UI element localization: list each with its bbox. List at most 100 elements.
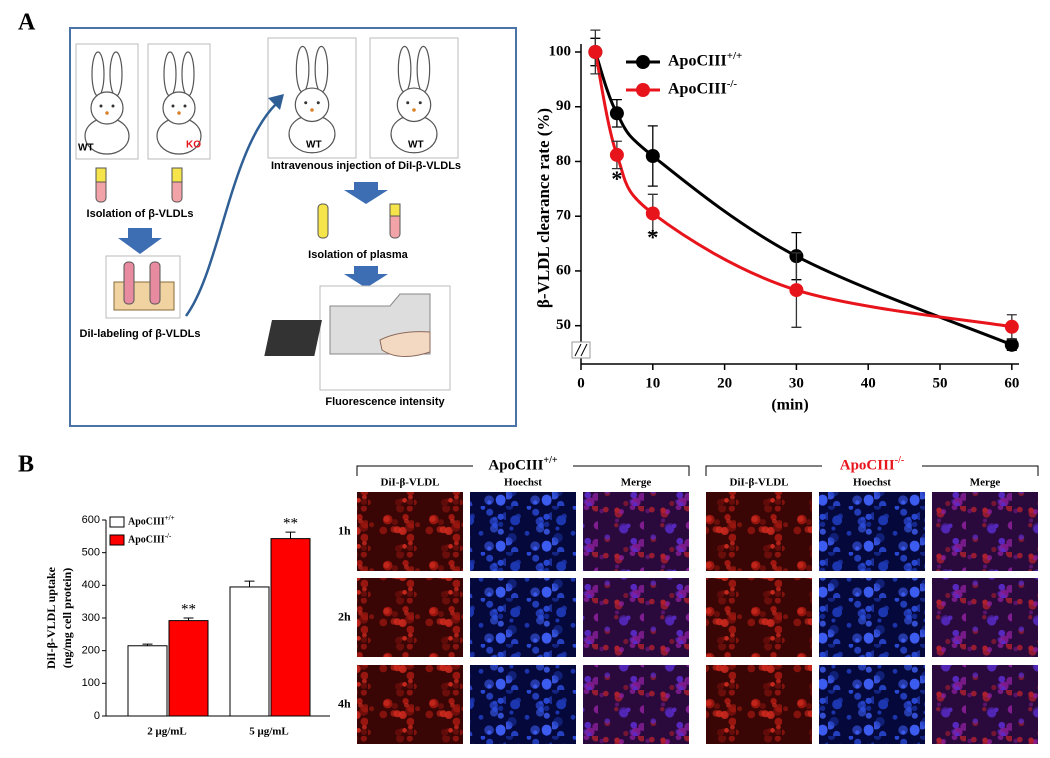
plate-reader-image (264, 285, 451, 391)
annotation: * (647, 225, 658, 250)
y-tick-label: 500 (82, 547, 100, 559)
micrograph (819, 665, 925, 744)
annotation: ** (283, 516, 298, 532)
legend-label: ApoCIII-/- (668, 78, 737, 98)
tubes (95, 167, 401, 239)
panel-label: A (18, 10, 36, 36)
row-label: 4h (338, 696, 351, 710)
data-point (645, 149, 660, 163)
rabbit-label: WT (306, 140, 322, 151)
micrograph (357, 492, 463, 571)
rabbit-label: WT (408, 140, 424, 151)
x-tick-label: 10 (645, 375, 660, 391)
y-tick-label: 90 (556, 98, 571, 114)
rabbit-ear (109, 51, 123, 97)
rabbit-nose (310, 108, 314, 112)
rabbit-ear (295, 45, 310, 93)
micrograph (357, 578, 463, 657)
rabbit-head (294, 87, 330, 123)
data-point (588, 45, 603, 59)
micrograph (706, 492, 812, 571)
rabbit-nose (177, 111, 181, 115)
flow-arrow (184, 103, 277, 317)
rabbit-eye (183, 104, 187, 108)
column-label: DiI-β-VLDL (730, 477, 789, 489)
column-label: Hoechst (853, 477, 891, 489)
x-tick-label: 5 μg/mL (249, 726, 289, 738)
y-tick-label: 70 (556, 208, 571, 224)
rabbit-nose (412, 108, 416, 112)
bar (127, 645, 168, 717)
step-label: Isolation of plasma (308, 249, 409, 261)
data-point (645, 206, 660, 221)
rabbit-nose (105, 111, 109, 115)
axis-break-mark (574, 343, 588, 357)
annotation: ** (181, 601, 196, 617)
x-tick-label: 2 μg/mL (147, 726, 187, 738)
rabbit-ear (416, 45, 431, 93)
group-title-bg (822, 458, 922, 474)
micrograph (819, 492, 925, 571)
x-tick-label: 20 (717, 375, 732, 391)
micrograph (583, 665, 689, 744)
rabbits (75, 37, 459, 160)
rabbit-ear (163, 51, 177, 97)
micrograph (583, 492, 689, 571)
legend-swatch (109, 516, 125, 528)
micrograph (932, 578, 1038, 657)
legend-label: ApoCIII+/+ (128, 514, 175, 528)
step-label: Intravenous injection of DiI-β-VLDLs (271, 160, 461, 172)
bar (168, 620, 209, 717)
micrograph (932, 665, 1038, 744)
data-point (1004, 337, 1019, 352)
group-title-bg (473, 458, 573, 474)
column-label: Hoechst (504, 477, 542, 489)
rabbit-head (162, 91, 196, 125)
legend-label: ApoCIII-/- (128, 532, 172, 546)
rabbit-eye (406, 101, 410, 105)
micrograph (470, 665, 576, 744)
y-tick-label: 400 (82, 579, 100, 591)
step-label: DiI-labeling of β-VLDLs (80, 328, 201, 340)
y-tick-label: 0 (94, 710, 100, 722)
rabbit-eye (418, 101, 422, 105)
micrograph (706, 665, 812, 744)
error-bar (285, 531, 296, 539)
micrograph (357, 665, 463, 744)
rabbit-ear (314, 45, 329, 93)
rabbit-ear (91, 51, 105, 97)
x-axis-label: (min) (771, 397, 808, 414)
step-arrow (118, 228, 162, 254)
column-label: Merge (970, 477, 1001, 489)
y-tick-label: 60 (556, 262, 571, 278)
x-tick-label: 40 (861, 375, 876, 391)
data-point (789, 283, 804, 298)
panel-label: B (18, 452, 34, 478)
legend-swatch (109, 534, 125, 546)
diagram-frame (69, 27, 517, 427)
x-tick-label: 30 (789, 375, 804, 391)
bar (229, 586, 270, 717)
y-tick-label: 300 (82, 612, 100, 624)
annotation: * (611, 166, 622, 191)
rabbit-label: WT (78, 143, 94, 154)
workflow-diagram: WT KO WT WT Isolation of β-VLDLs DiI-lab… (69, 27, 517, 427)
legend-marker (636, 83, 650, 97)
x-tick-label: 60 (1004, 375, 1019, 391)
group-title: ApoCIII+/+ (488, 455, 558, 474)
y-tick-label: 200 (82, 645, 100, 657)
bar-chart: 0 100 200 300 400 500 600 DiI-β-VLDL uptake (ng/… (44, 514, 330, 738)
rabbit-head (90, 91, 124, 125)
step-arrow (344, 182, 388, 204)
labeling-image (105, 255, 181, 319)
bar (270, 538, 311, 717)
data-point (609, 147, 624, 162)
legend-marker (636, 55, 650, 69)
micrograph (932, 492, 1038, 571)
y-tick-label: 600 (82, 514, 100, 526)
step-label: Fluorescence intensity (325, 396, 445, 408)
group-title: ApoCIII-/- (840, 455, 904, 474)
y-tick-label: 100 (549, 43, 572, 59)
micrograph (470, 492, 576, 571)
